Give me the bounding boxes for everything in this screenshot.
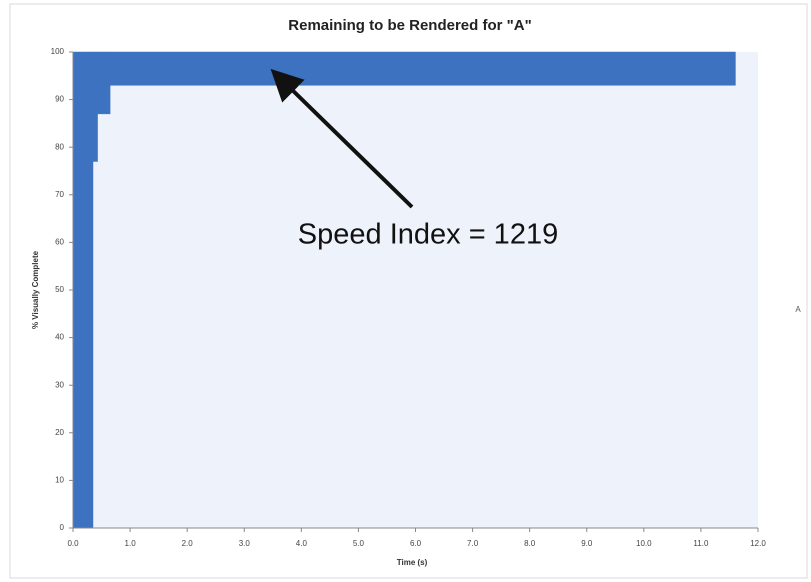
x-tick-label: 7.0 [467,539,479,548]
remaining-area [109,51,736,86]
x-tick-label: 5.0 [353,539,365,548]
x-tick-label: 12.0 [750,539,766,548]
x-tick-label: 2.0 [182,539,194,548]
x-tick-label: 8.0 [524,539,536,548]
y-tick-label: 40 [55,333,64,342]
y-tick-label: 70 [55,190,64,199]
y-tick-label: 80 [55,142,64,151]
remaining-area [72,51,94,529]
x-tick-label: 0.0 [67,539,79,548]
side-label: A [795,305,801,314]
plot-area [73,52,758,528]
remaining-area [92,51,98,162]
y-tick-label: 90 [55,95,64,104]
annotation: Speed Index = 1219 [298,219,558,251]
remaining-area [97,51,111,115]
x-tick-label: 11.0 [693,539,709,548]
y-tick-label: 60 [55,238,64,247]
x-tick-label: 9.0 [581,539,593,548]
y-tick-label: 0 [60,523,65,532]
y-tick-label: 20 [55,428,64,437]
x-tick-label: 1.0 [125,539,137,548]
x-tick-label: 6.0 [410,539,422,548]
x-tick-label: 3.0 [239,539,251,548]
annotation-arrow [270,68,414,209]
y-tick-label: 10 [55,476,64,485]
y-axis-label: % Visually Complete [31,250,40,329]
x-tick-label: 10.0 [636,539,652,548]
y-tick-label: 100 [51,47,65,56]
chart-title: Remaining to be Rendered for "A" [288,17,531,34]
x-axis-label: Time (s) [397,558,428,567]
y-tick-label: 30 [55,380,64,389]
x-tick-label: 4.0 [296,539,308,548]
y-tick-label: 50 [55,285,64,294]
